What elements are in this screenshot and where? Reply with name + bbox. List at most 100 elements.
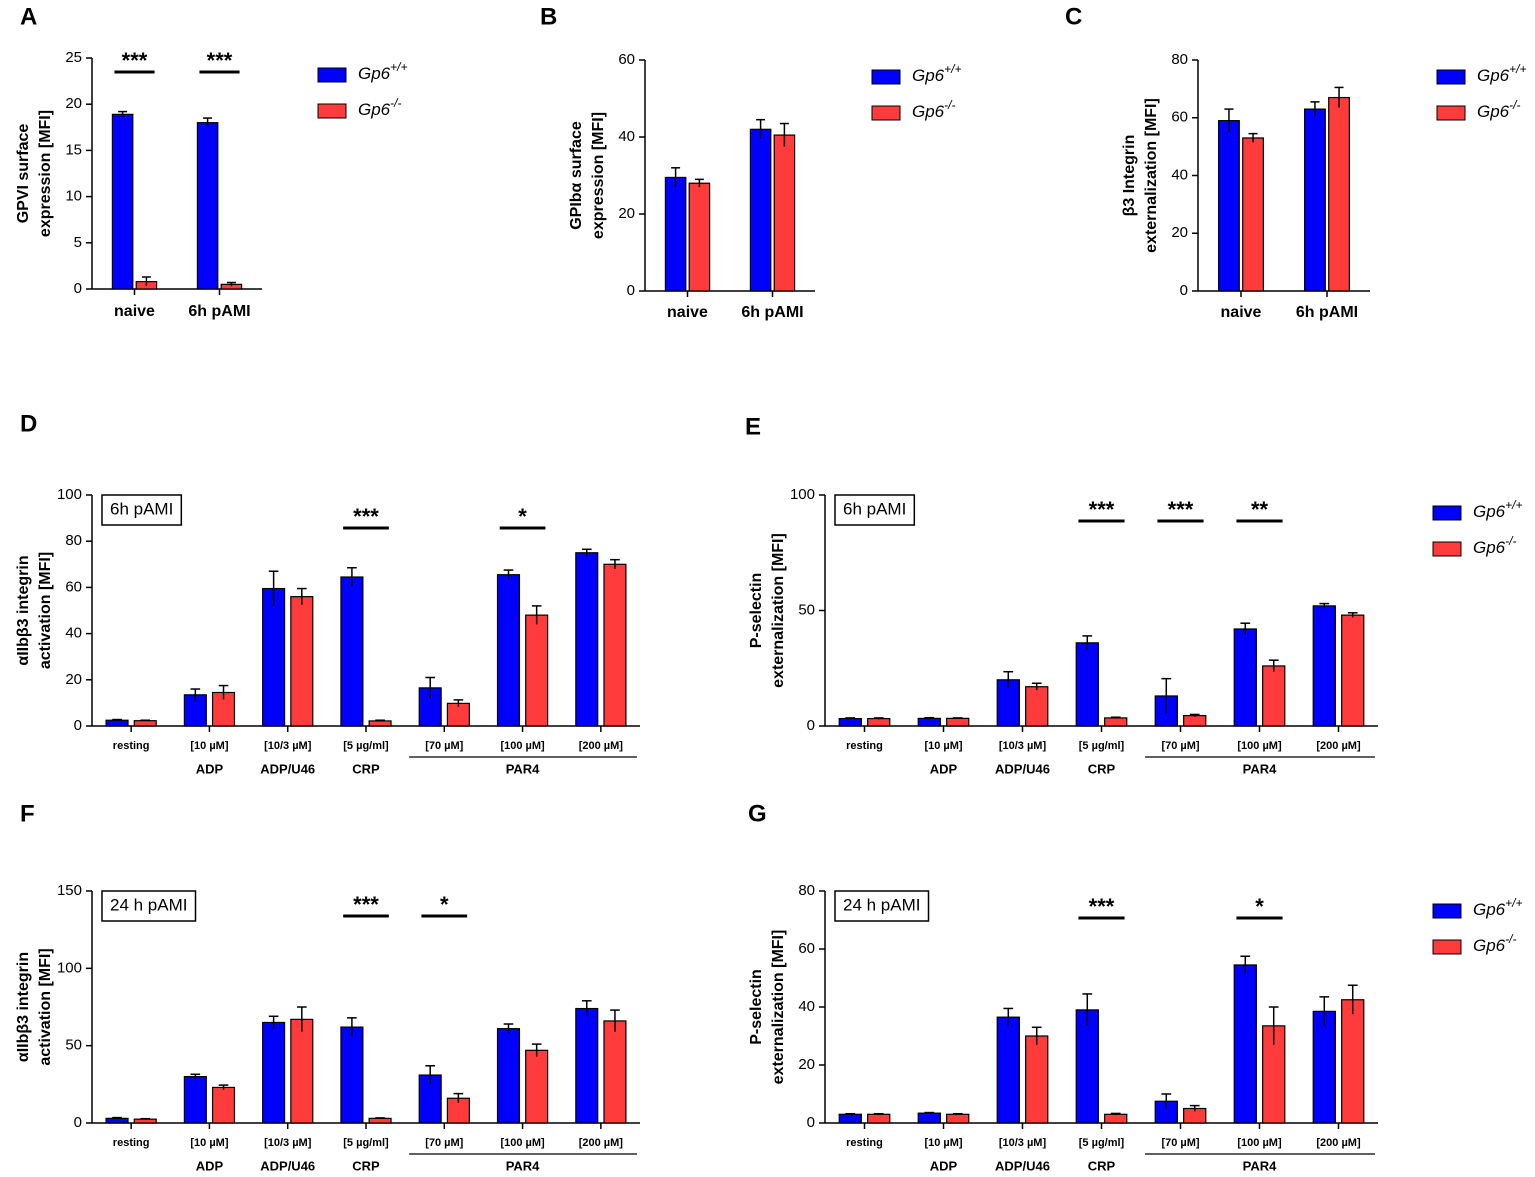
group-label: CRP bbox=[1088, 761, 1116, 776]
condition-box bbox=[101, 890, 197, 922]
bar bbox=[867, 718, 891, 727]
y-tick-label: 20 bbox=[618, 205, 635, 222]
x-tick-label: [70 µM] bbox=[425, 1137, 463, 1149]
bar bbox=[1218, 120, 1240, 292]
x-tick-label: [100 µM] bbox=[1237, 1137, 1282, 1149]
y-axis-label: P-selectin bbox=[748, 969, 765, 1045]
bar bbox=[290, 596, 314, 727]
x-tick-label: 6h pAMI bbox=[188, 303, 250, 320]
panel-letter: G bbox=[748, 800, 767, 827]
y-tick-label: 40 bbox=[618, 128, 635, 145]
bar bbox=[575, 1007, 599, 1124]
bar bbox=[996, 1016, 1020, 1124]
y-tick-label: 20 bbox=[65, 95, 82, 112]
legend-swatch bbox=[1436, 105, 1466, 121]
panel-letter: D bbox=[20, 410, 37, 437]
x-tick-label: [5 µg/ml] bbox=[1079, 1137, 1125, 1149]
y-axis-label: GPVI surface bbox=[15, 124, 32, 224]
bar bbox=[262, 1021, 286, 1124]
significance-stars: * bbox=[440, 892, 449, 917]
group-label: PAR4 bbox=[1243, 1158, 1277, 1173]
bar bbox=[1242, 137, 1264, 292]
condition-box bbox=[834, 494, 916, 526]
y-axis-label: αIIbβ3 integrin bbox=[15, 555, 32, 665]
bar bbox=[1025, 1035, 1049, 1124]
bar bbox=[525, 1049, 549, 1124]
bar bbox=[111, 113, 134, 290]
x-tick-label: resting bbox=[113, 1137, 150, 1149]
legend-label: Gp6-/- bbox=[1473, 932, 1516, 955]
significance-stars: *** bbox=[1089, 894, 1115, 919]
y-tick-label: 15 bbox=[65, 141, 82, 158]
group-label: ADP bbox=[196, 761, 224, 776]
bar bbox=[603, 563, 627, 727]
bar bbox=[262, 587, 286, 727]
condition-label: 6h pAMI bbox=[110, 499, 173, 518]
y-tick-label: 100 bbox=[57, 486, 82, 503]
x-tick-label: [10/3 µM] bbox=[999, 740, 1047, 752]
significance-stars: * bbox=[518, 504, 527, 529]
bar bbox=[1104, 1113, 1128, 1124]
x-tick-label: [70 µM] bbox=[1161, 740, 1199, 752]
y-tick-label: 40 bbox=[65, 625, 82, 642]
x-tick-label: [10 µM] bbox=[190, 1137, 228, 1149]
significance-stars: *** bbox=[1168, 497, 1194, 522]
y-tick-label: 50 bbox=[798, 601, 815, 618]
legend-swatch bbox=[1432, 903, 1462, 919]
x-tick-label: [10 µM] bbox=[924, 740, 962, 752]
panel-letter: A bbox=[20, 3, 37, 30]
bar bbox=[196, 122, 219, 290]
x-tick-label: [10/3 µM] bbox=[264, 1137, 312, 1149]
bar bbox=[496, 574, 521, 727]
legend-swatch bbox=[1432, 541, 1462, 557]
condition-label: 6h pAMI bbox=[843, 499, 906, 518]
y-tick-label: 80 bbox=[65, 532, 82, 549]
y-tick-label: 0 bbox=[1180, 282, 1188, 299]
x-tick-label: [10/3 µM] bbox=[264, 740, 312, 752]
group-label: ADP/U46 bbox=[995, 761, 1050, 776]
bar bbox=[183, 1075, 207, 1124]
legend-label: Gp6-/- bbox=[358, 96, 401, 119]
x-tick-label: resting bbox=[113, 740, 150, 752]
x-tick-label: [5 µg/ml] bbox=[343, 740, 389, 752]
significance-stars: *** bbox=[353, 892, 379, 917]
bar bbox=[1341, 999, 1365, 1124]
group-label: PAR4 bbox=[1243, 761, 1277, 776]
legend-swatch bbox=[317, 67, 347, 83]
group-label: PAR4 bbox=[506, 761, 540, 776]
legend-label: Gp6-/- bbox=[1473, 534, 1516, 557]
y-tick-label: 0 bbox=[74, 1114, 82, 1131]
bar bbox=[1304, 108, 1326, 292]
bar bbox=[575, 552, 599, 727]
y-tick-label: 0 bbox=[74, 280, 82, 297]
legend-swatch bbox=[1432, 939, 1462, 955]
x-tick-label: [200 µM] bbox=[579, 1137, 624, 1149]
y-tick-label: 150 bbox=[57, 882, 82, 899]
significance-stars: ** bbox=[1251, 497, 1269, 522]
bar bbox=[211, 1086, 236, 1124]
bar bbox=[496, 1028, 521, 1124]
x-tick-label: naive bbox=[667, 304, 708, 321]
significance-stars: *** bbox=[353, 504, 379, 529]
bar bbox=[946, 1113, 970, 1124]
bar bbox=[946, 717, 970, 727]
significance-stars: *** bbox=[1089, 497, 1115, 522]
y-axis-label: externalization [MFI] bbox=[1143, 98, 1160, 253]
x-tick-label: [70 µM] bbox=[425, 740, 463, 752]
bar bbox=[1262, 665, 1286, 727]
y-tick-label: 25 bbox=[65, 49, 82, 66]
y-axis-label: externalization [MFI] bbox=[770, 533, 787, 688]
bar bbox=[1233, 964, 1257, 1124]
condition-label: 24 h pAMI bbox=[110, 895, 188, 914]
group-label: PAR4 bbox=[506, 1158, 540, 1173]
bar bbox=[133, 1118, 157, 1124]
y-tick-label: 60 bbox=[1171, 109, 1188, 126]
bar bbox=[1312, 605, 1336, 727]
y-tick-label: 20 bbox=[1171, 224, 1188, 241]
bar bbox=[838, 718, 862, 727]
y-tick-label: 80 bbox=[798, 882, 815, 899]
legend-label: Gp6+/+ bbox=[1473, 498, 1523, 521]
group-label: ADP bbox=[196, 1158, 224, 1173]
y-tick-label: 0 bbox=[74, 717, 82, 734]
x-tick-label: [5 µg/ml] bbox=[343, 1137, 389, 1149]
